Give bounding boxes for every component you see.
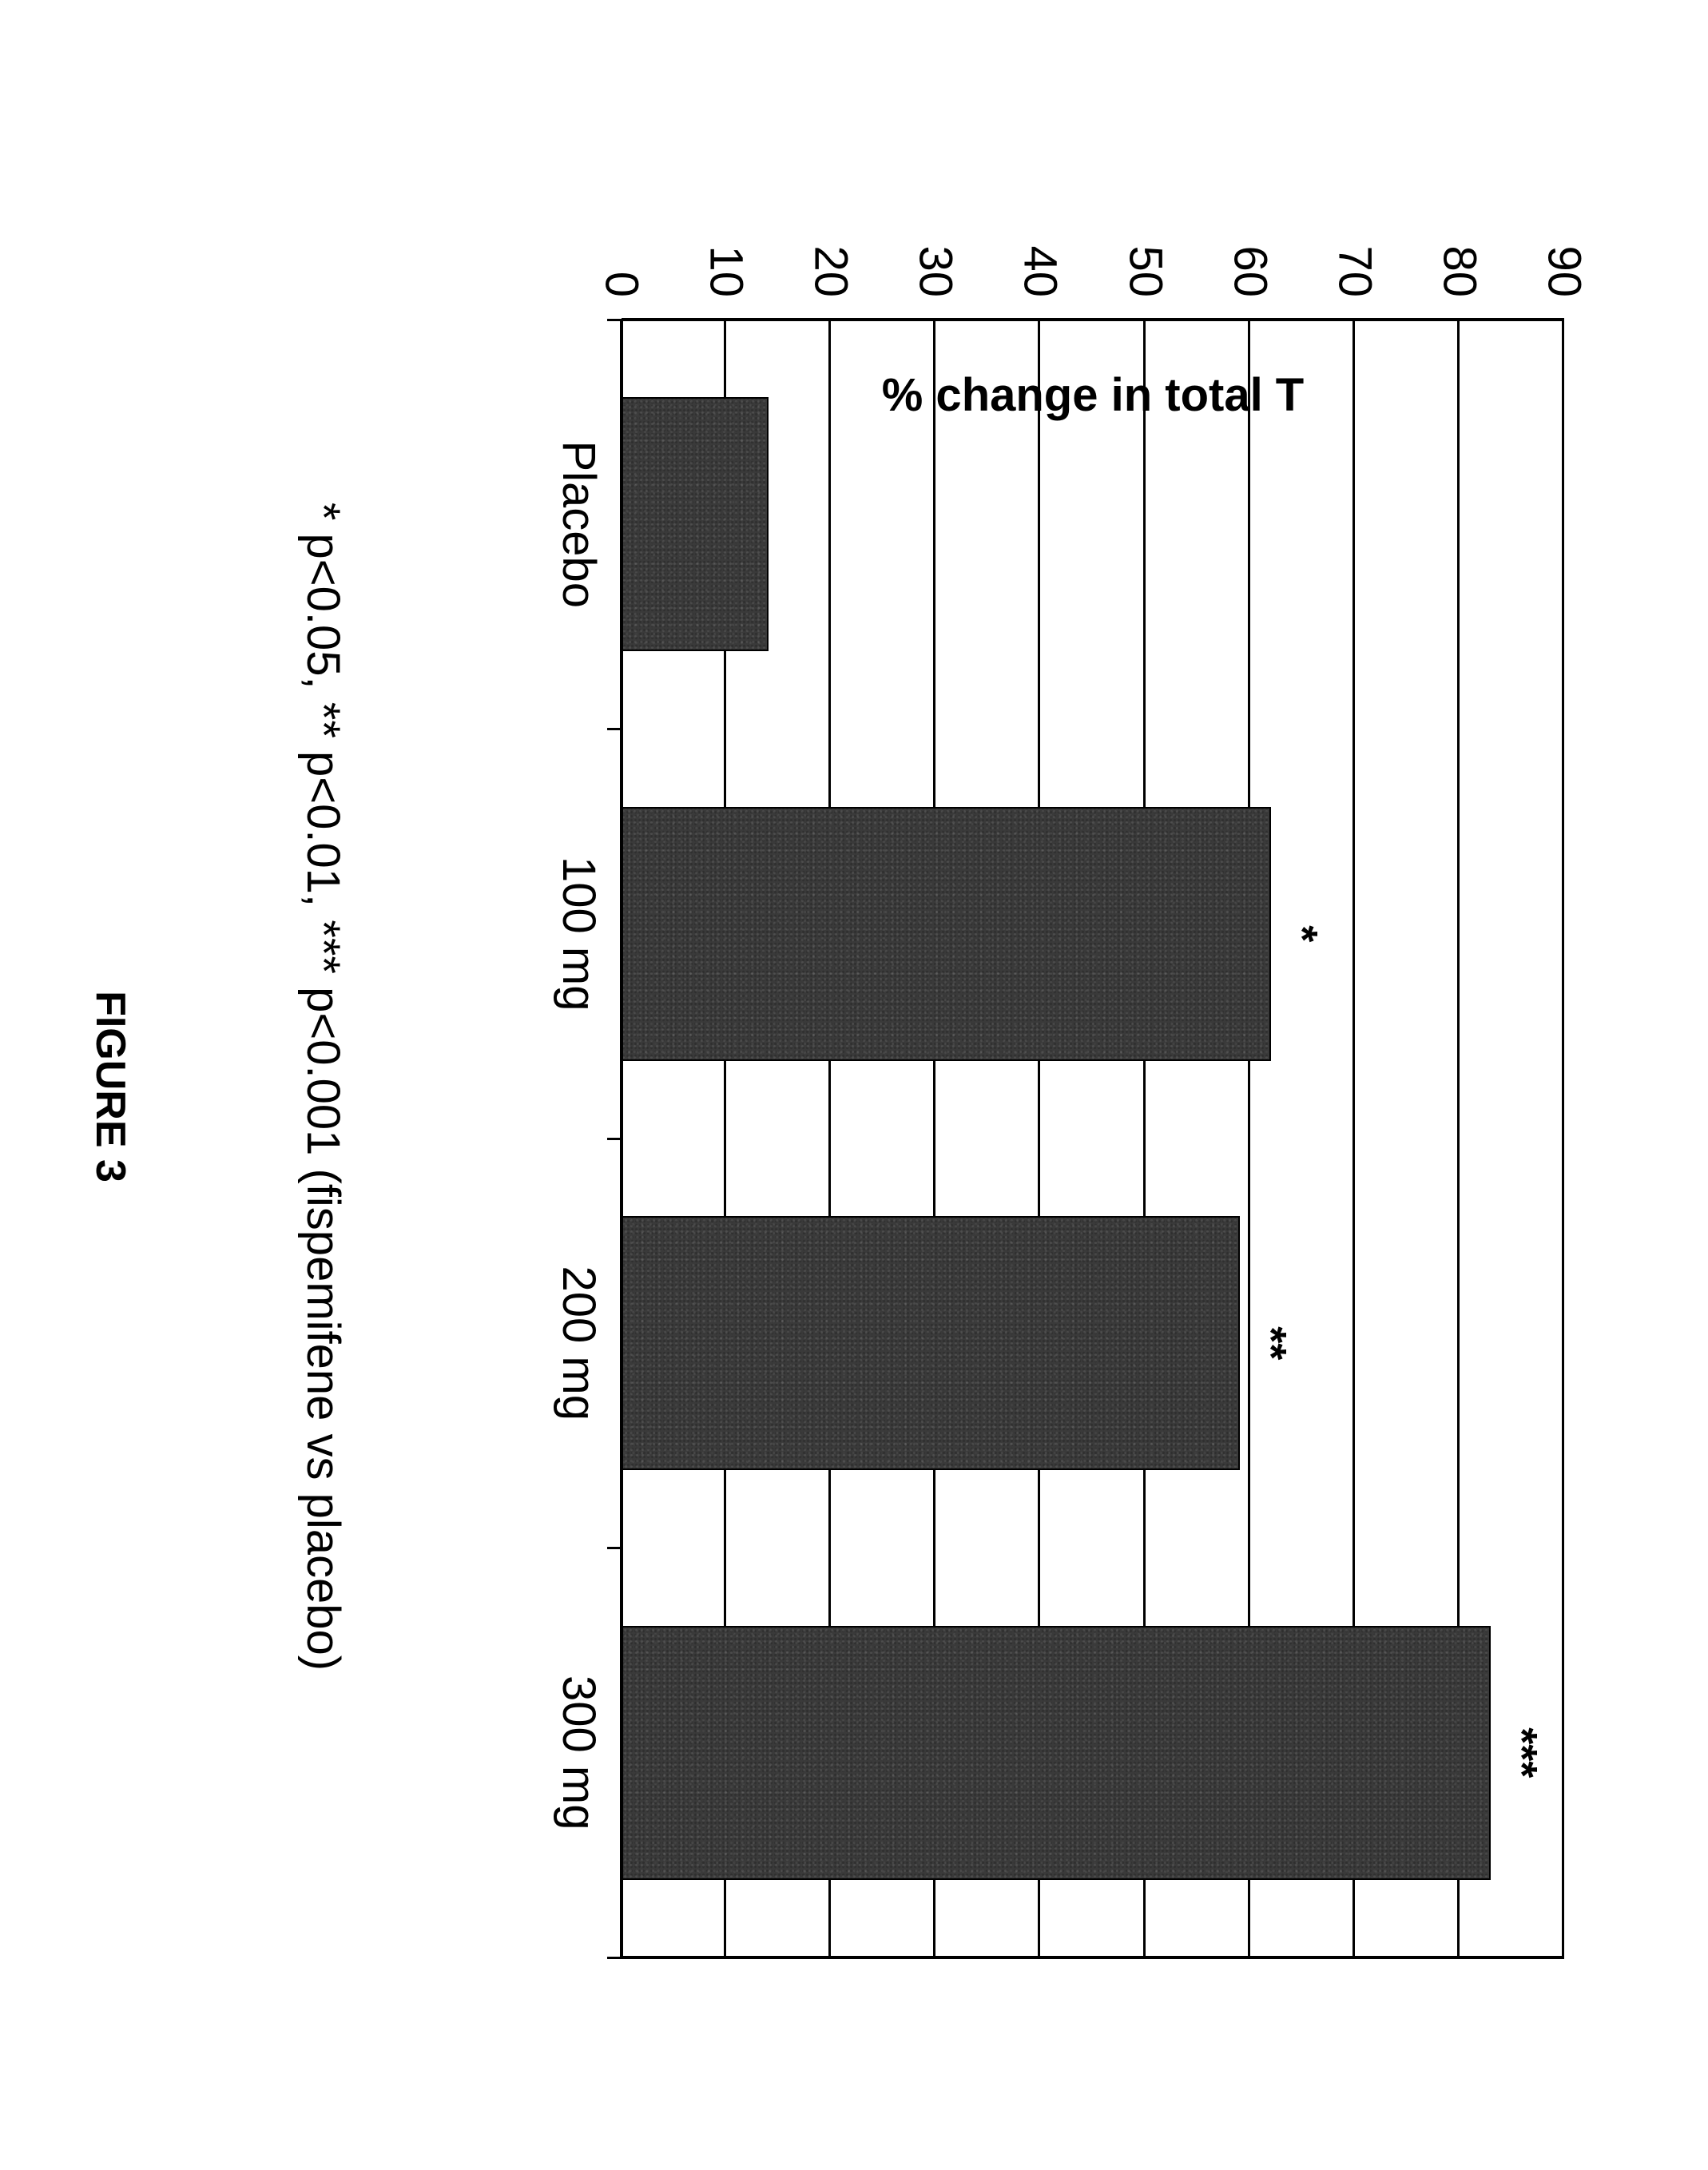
chart-ytick-label: 10 xyxy=(700,245,753,297)
chart-xtick xyxy=(607,1547,622,1549)
chart-bar: *** xyxy=(622,1626,1491,1880)
chart-right-border xyxy=(622,1956,1564,1959)
chart-ytick-label: 20 xyxy=(804,245,858,297)
chart-ytick-label: 70 xyxy=(1328,245,1381,297)
chart-ytick-label: 80 xyxy=(1432,245,1486,297)
chart-xtick xyxy=(607,319,622,321)
chart-footnote: * p<0.05, ** p<0.01, *** p<0.001 (fispem… xyxy=(296,144,350,2029)
chart-significance-label: *** xyxy=(1497,1727,1547,1778)
chart-xtick xyxy=(607,728,622,730)
chart-bar: * xyxy=(622,807,1271,1061)
chart-xtick-label: Placebo xyxy=(552,440,606,608)
chart-ytick-label: 30 xyxy=(909,245,963,297)
chart-xtick xyxy=(607,1138,622,1140)
chart-ytick-label: 90 xyxy=(1538,245,1591,297)
chart-xtick xyxy=(607,1957,622,1959)
chart-plot-area: % change in total T 0102030405060708090P… xyxy=(622,320,1564,1957)
chart-bar xyxy=(622,397,769,651)
chart-gridline xyxy=(1562,320,1564,1957)
chart-ytick-label: 60 xyxy=(1223,245,1277,297)
chart-xtick-label: 200 mg xyxy=(552,1266,606,1421)
chart-ytick-label: 40 xyxy=(1014,245,1067,297)
chart-xtick-label: 100 mg xyxy=(552,856,606,1011)
chart-y-axis xyxy=(622,318,1564,321)
figure-caption: FIGURE 3 xyxy=(86,144,134,2029)
chart-significance-label: * xyxy=(1277,925,1327,942)
chart: % change in total T 0 10 20 30 40 50 60 70 80 90 P… xyxy=(478,144,1596,2029)
chart-ylabel: % change in total T xyxy=(882,368,1305,422)
chart-significance-label: ** xyxy=(1246,1326,1296,1360)
chart-xtick-label: 300 mg xyxy=(552,1675,606,1830)
chart-ytick-label: 50 xyxy=(1118,245,1172,297)
chart-ytick-label: 0 xyxy=(595,272,649,297)
chart-bar: ** xyxy=(622,1216,1240,1470)
